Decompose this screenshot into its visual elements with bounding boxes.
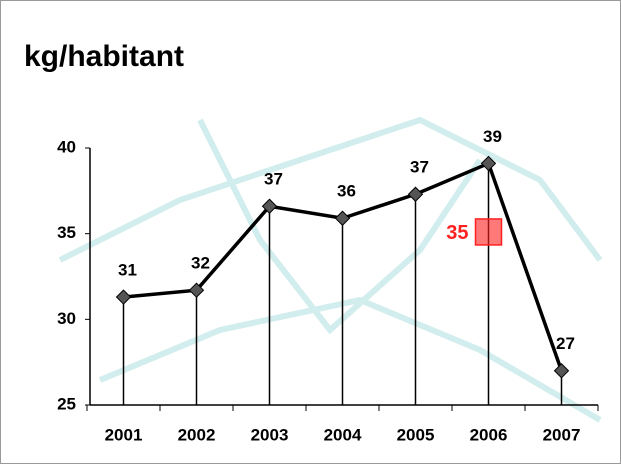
annotation-label: 35 xyxy=(446,222,468,244)
annotation-marker xyxy=(474,218,503,246)
y-tick-label: 25 xyxy=(57,394,76,413)
y-tick-label: 30 xyxy=(57,309,76,328)
data-point xyxy=(480,155,497,172)
x-tick-label: 2007 xyxy=(543,425,581,444)
data-point xyxy=(188,282,205,298)
x-tick-label: 2002 xyxy=(178,425,216,444)
x-tick-label: 2005 xyxy=(397,425,435,444)
data-point xyxy=(261,198,278,214)
data-point xyxy=(334,210,351,226)
data-point xyxy=(407,186,424,202)
x-tick-label: 2006 xyxy=(470,425,508,444)
data-point xyxy=(115,289,132,305)
data-label: 31 xyxy=(118,261,137,280)
x-tick-label: 2004 xyxy=(324,425,362,444)
data-label: 37 xyxy=(410,158,429,177)
y-tick-label: 40 xyxy=(57,137,76,156)
data-point xyxy=(553,363,570,379)
data-label: 39 xyxy=(483,127,502,146)
y-tick-label: 35 xyxy=(57,223,76,242)
chart-title: kg/habitant xyxy=(24,40,184,73)
data-label: 36 xyxy=(337,182,356,201)
x-tick-label: 2003 xyxy=(251,425,289,444)
data-label: 27 xyxy=(556,334,575,353)
data-label: 37 xyxy=(264,170,283,189)
data-label: 32 xyxy=(191,254,210,273)
x-tick-label: 2001 xyxy=(105,425,143,444)
background-decoration xyxy=(58,116,603,423)
